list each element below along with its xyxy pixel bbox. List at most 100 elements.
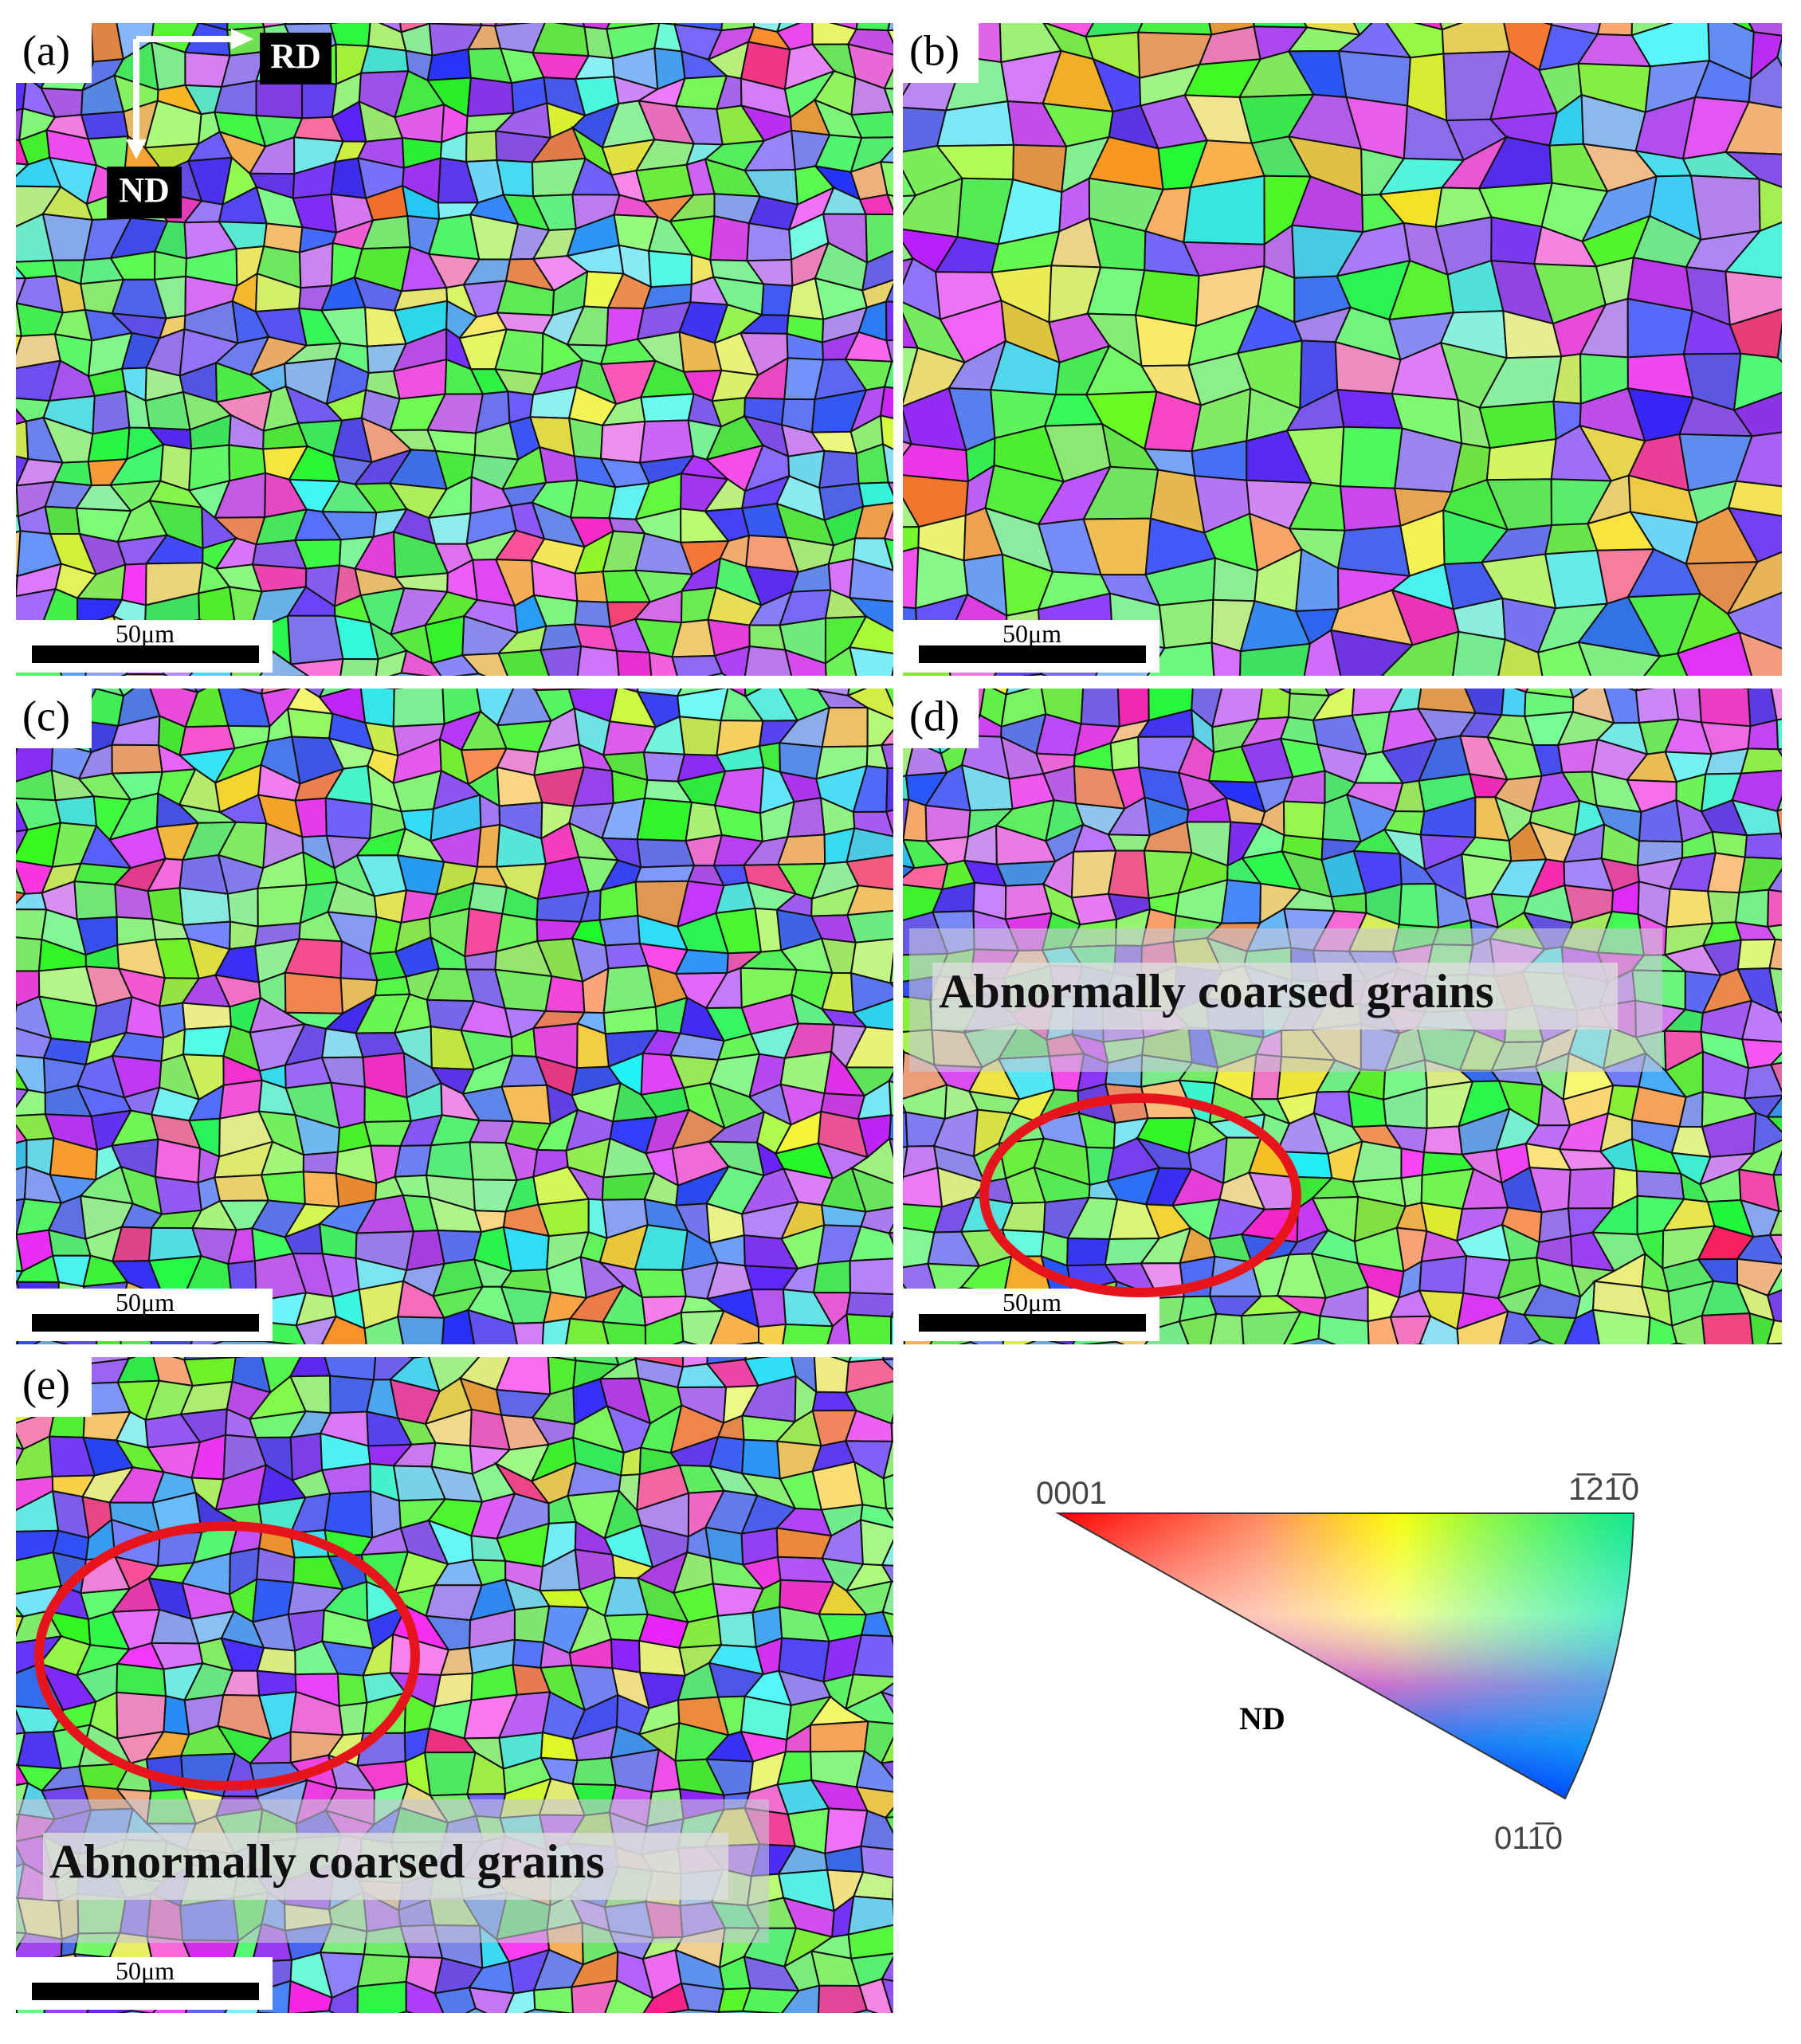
grain bbox=[300, 80, 338, 120]
grain bbox=[1775, 794, 1782, 813]
grain bbox=[885, 809, 893, 838]
grain bbox=[889, 1310, 893, 1318]
grain bbox=[1765, 1116, 1782, 1133]
grain bbox=[400, 649, 442, 676]
legend-corner: 0001 bbox=[1036, 1476, 1107, 1511]
grain bbox=[45, 0, 90, 16]
grain bbox=[848, 597, 893, 633]
grain bbox=[1768, 1210, 1782, 1236]
grain bbox=[427, 512, 472, 545]
grain bbox=[1770, 689, 1782, 721]
grain bbox=[16, 1089, 46, 1117]
grain bbox=[533, 1986, 575, 2013]
grain bbox=[1727, 480, 1782, 517]
grain bbox=[884, 1807, 893, 1819]
grain bbox=[295, 1315, 338, 1344]
grain bbox=[882, 1440, 893, 1480]
grain bbox=[881, 1956, 893, 1982]
grain bbox=[741, 1987, 801, 2013]
grain bbox=[286, 707, 334, 740]
direction-label: ND bbox=[119, 171, 170, 210]
grain bbox=[16, 936, 43, 972]
grain bbox=[0, 681, 11, 725]
overlays: (a) 50μm (b) 50μm (c) 50μm (d) 50μm (e) 50μm RD ND A… bbox=[16, 23, 1662, 2010]
scale-label: 50μm bbox=[1003, 1288, 1061, 1316]
grain bbox=[392, 689, 445, 728]
grain bbox=[571, 1756, 617, 1787]
grain bbox=[720, 23, 755, 32]
grain bbox=[890, 1413, 893, 1425]
grain bbox=[846, 827, 893, 863]
scale-bar bbox=[32, 645, 259, 663]
grain bbox=[1734, 889, 1770, 928]
grain bbox=[775, 23, 802, 33]
grain bbox=[1303, 629, 1342, 676]
grain-map bbox=[0, 0, 893, 676]
legend-corner: 011̅0 bbox=[1494, 1821, 1563, 1856]
grain bbox=[1596, 23, 1633, 37]
grain bbox=[1253, 23, 1309, 29]
grain bbox=[1772, 1150, 1782, 1176]
grain bbox=[324, 797, 373, 840]
grain bbox=[821, 706, 869, 748]
grain bbox=[1210, 1312, 1245, 1344]
grain bbox=[848, 615, 893, 654]
grain bbox=[615, 649, 653, 676]
grain bbox=[878, 146, 893, 164]
grain bbox=[1400, 1147, 1426, 1179]
grain bbox=[782, 1323, 834, 1344]
grain bbox=[1317, 1315, 1370, 1344]
grain bbox=[1772, 1174, 1782, 1213]
grain bbox=[903, 443, 969, 483]
grain bbox=[329, 23, 371, 47]
grain bbox=[1352, 23, 1373, 37]
grain bbox=[879, 728, 893, 747]
grain bbox=[363, 1316, 404, 1344]
grain bbox=[602, 1320, 647, 1344]
grain bbox=[116, 0, 162, 19]
scale-bar bbox=[919, 645, 1146, 663]
grain bbox=[680, 1982, 725, 2013]
grain bbox=[1724, 221, 1782, 279]
grain bbox=[881, 1610, 893, 1638]
grain bbox=[374, 975, 411, 997]
grain bbox=[0, 784, 14, 800]
panel-label: (d) bbox=[909, 692, 959, 740]
grain bbox=[846, 28, 893, 56]
grain bbox=[16, 574, 18, 598]
grain bbox=[0, 363, 11, 398]
scale-bar bbox=[32, 1314, 259, 1332]
grain bbox=[495, 1357, 551, 1395]
grain bbox=[857, 481, 893, 508]
grain bbox=[0, 14, 14, 50]
grain bbox=[1042, 23, 1044, 24]
grain bbox=[758, 1323, 787, 1344]
grain bbox=[640, 393, 695, 423]
grain bbox=[860, 1809, 893, 1850]
annotation-box bbox=[932, 963, 1618, 1030]
scale-bar bbox=[919, 1314, 1146, 1332]
grain bbox=[847, 1895, 893, 1936]
grain bbox=[1635, 1170, 1685, 1200]
grain bbox=[880, 1736, 893, 1764]
grain bbox=[879, 1690, 893, 1715]
grain bbox=[257, 884, 308, 928]
direction-label: RD bbox=[270, 37, 321, 76]
grain bbox=[1748, 55, 1782, 109]
grain bbox=[1109, 736, 1140, 771]
grain bbox=[852, 998, 893, 1031]
grain bbox=[760, 283, 794, 316]
grain bbox=[610, 1638, 642, 1673]
grain bbox=[434, 1987, 477, 2013]
grain bbox=[858, 194, 893, 215]
grain bbox=[1634, 689, 1680, 724]
grain bbox=[1767, 889, 1782, 928]
grain bbox=[1779, 832, 1782, 840]
grain bbox=[1698, 689, 1752, 728]
grain bbox=[553, 23, 586, 28]
grain bbox=[889, 951, 893, 984]
grain bbox=[1732, 352, 1782, 412]
grain bbox=[284, 971, 344, 1014]
grain bbox=[1776, 1010, 1782, 1024]
grain bbox=[879, 386, 893, 419]
